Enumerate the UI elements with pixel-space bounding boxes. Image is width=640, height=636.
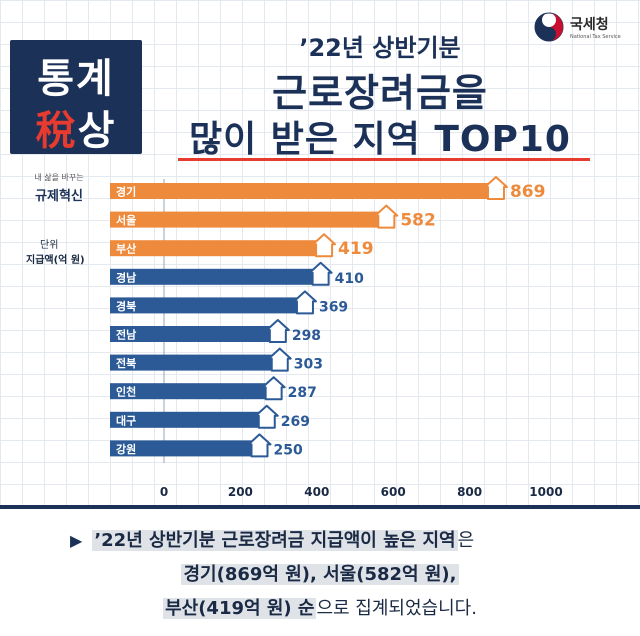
house-marker-icon bbox=[292, 290, 317, 315]
x-tick-label: 400 bbox=[304, 485, 329, 499]
bar-인천 bbox=[110, 383, 274, 400]
category-label: 경기 bbox=[116, 185, 136, 199]
stat-logo: 통계 稅상 bbox=[10, 40, 142, 154]
x-tick-label: 600 bbox=[381, 485, 406, 499]
value-label: 287 bbox=[288, 385, 317, 401]
x-tick-label: 0 bbox=[160, 485, 168, 499]
category-label: 대구 bbox=[116, 413, 136, 427]
value-label: 869 bbox=[510, 182, 546, 202]
category-label: 전북 bbox=[116, 356, 136, 370]
summary-line2: 경기(869억 원), 서울(582억 원), bbox=[0, 560, 640, 586]
value-label: 269 bbox=[281, 414, 310, 430]
bar-강원 bbox=[110, 440, 260, 457]
summary-line1-rest: 은 bbox=[457, 530, 475, 551]
summary-highlight: ’22년 상반기분 근로장려금 지급액이 높은 지역 bbox=[92, 530, 458, 551]
title-main: 근로장려금을 bbox=[272, 71, 488, 115]
value-label: 303 bbox=[294, 357, 323, 373]
agency-name-en: National Tax Service bbox=[570, 34, 621, 40]
unit-label: 단위 bbox=[40, 240, 59, 251]
taegeuk-emblem-icon bbox=[534, 12, 564, 42]
category-label: 경남 bbox=[116, 270, 136, 284]
bar-대구 bbox=[110, 411, 267, 428]
value-label: 410 bbox=[335, 271, 364, 287]
summary-line2-highlight: 경기(869억 원), 서울(582억 원), bbox=[181, 564, 459, 585]
tagline-small: 내 삶을 바꾸는 bbox=[34, 173, 84, 182]
x-tick-label: 1000 bbox=[529, 485, 562, 499]
unit-value: 지급액(억 원) bbox=[26, 255, 85, 266]
play-arrow-icon: ▶ bbox=[70, 531, 83, 550]
bar-전북 bbox=[110, 354, 280, 371]
tagline-big: 규제혁신 bbox=[35, 189, 83, 204]
house-marker-icon bbox=[308, 261, 333, 286]
category-label: 서울 bbox=[116, 213, 136, 227]
summary-line3-highlight: 부산(419억 원) 순 bbox=[163, 598, 317, 619]
x-tick-label: 200 bbox=[228, 485, 253, 499]
summary-line3: 부산(419억 원) 순 으로 집계되었습니다. bbox=[0, 594, 640, 620]
agency-name: 국세청 bbox=[570, 17, 609, 33]
agency-logo: 국세청 National Tax Service bbox=[534, 8, 634, 48]
logo-line2: 稅상 bbox=[10, 98, 142, 156]
house-marker-icon bbox=[254, 404, 279, 429]
house-marker-icon bbox=[265, 319, 290, 343]
category-label: 강원 bbox=[116, 442, 136, 456]
house-marker-icon bbox=[267, 347, 292, 372]
house-marker-icon bbox=[247, 433, 272, 458]
house-marker-icon bbox=[312, 233, 337, 258]
x-tick-label: 800 bbox=[457, 485, 482, 499]
value-label: 298 bbox=[292, 328, 321, 344]
logo-tax-char: 稅 bbox=[35, 108, 78, 154]
title-subtitle: ’22년 상반기분 bbox=[299, 34, 461, 62]
bar-경남 bbox=[110, 268, 321, 285]
value-label: 582 bbox=[400, 211, 436, 231]
category-label: 부산 bbox=[116, 242, 136, 256]
house-marker-icon bbox=[374, 204, 399, 229]
logo-sang-char: 상 bbox=[77, 108, 117, 154]
bar-경북 bbox=[110, 297, 305, 314]
category-label: 전남 bbox=[116, 328, 136, 342]
tagline: 내 삶을 바꾸는 규제혁신 bbox=[14, 172, 104, 204]
title-main-line2: 많이 받은 지역 TOP10 bbox=[189, 119, 571, 160]
category-label: 경북 bbox=[116, 299, 136, 313]
bar-서울 bbox=[110, 211, 387, 228]
value-label: 250 bbox=[274, 442, 303, 458]
summary-divider bbox=[0, 505, 640, 509]
logo-line1: 통계 bbox=[37, 56, 115, 102]
summary-line3-rest: 으로 집계되었습니다. bbox=[316, 598, 477, 619]
value-label: 419 bbox=[338, 239, 374, 259]
bar-전남 bbox=[110, 326, 278, 342]
bar-부산 bbox=[110, 240, 325, 257]
house-marker-icon bbox=[483, 176, 508, 200]
title-underline bbox=[178, 158, 590, 161]
category-label: 인천 bbox=[116, 385, 136, 399]
bar-경기 bbox=[110, 183, 496, 199]
bar-chart: 경기 869 서울 582 부산 419 경남 410 경북 369 전남 298 전북 303 인천 287… bbox=[110, 176, 563, 499]
house-marker-icon bbox=[261, 376, 286, 401]
value-label: 369 bbox=[319, 299, 348, 315]
summary-line1: ▶ ’22년 상반기분 근로장려금 지급액이 높은 지역 은 bbox=[70, 526, 474, 552]
